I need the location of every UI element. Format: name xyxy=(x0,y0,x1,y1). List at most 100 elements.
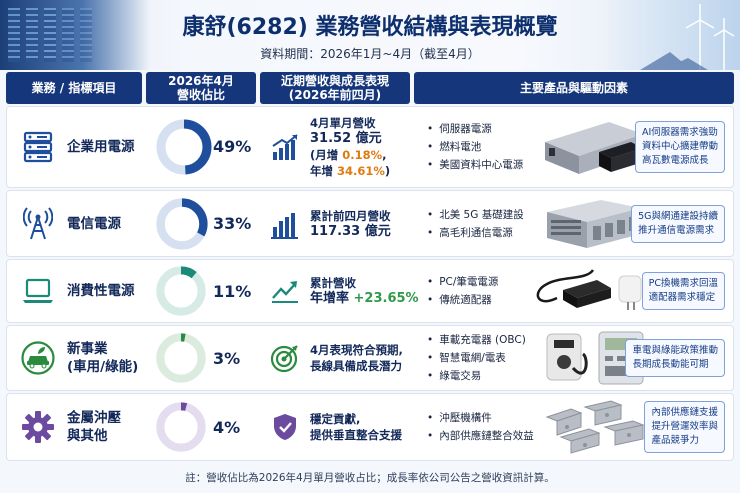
business-name: 新事業 (車用/綠能) xyxy=(67,341,139,375)
column-header-label: 主要產品與驅動因素 xyxy=(519,81,628,95)
perf-yoy: 年增 34.61%) xyxy=(310,164,391,178)
datacenter-background xyxy=(0,0,150,70)
footnote: 註：營收佔比為2026年4月單月營收占比；成長率依公司公告之營收資訊計算。 xyxy=(185,472,555,484)
metal-parts-image xyxy=(545,400,645,454)
business-name-cell: 消費性電源 xyxy=(7,260,147,322)
share-percent: 33% xyxy=(213,214,252,233)
wind-turbine-background xyxy=(600,0,740,70)
performance-cell: 穩定貢獻, 提供垂直整合支援 xyxy=(270,394,420,460)
note-line: 資料中心擴建帶動 xyxy=(641,141,718,152)
list-item: 內部供應鏈整合效益 xyxy=(427,427,537,445)
perf-growth: 年增率 +23.65% xyxy=(310,291,419,306)
list-item: 北美 5G 基礎建設 xyxy=(427,206,537,224)
note-line: 適配器需求穩定 xyxy=(648,292,716,303)
note-line: PC換機需求回溫 xyxy=(648,278,718,289)
performance-cell: 累計營收 年增率 +23.65% xyxy=(270,260,420,322)
driver-note: AI伺服器需求強勁 資料中心擴建帶動 高瓦數電源成長 xyxy=(634,121,725,173)
table-row-consumer: 消費性電源 11% 累計營收 年增率 +23.65% PC/筆電電源 傳統適配器… xyxy=(6,259,734,323)
business-name: 消費性電源 xyxy=(67,283,135,299)
business-name-cell: 金屬沖壓 與其他 xyxy=(7,394,147,460)
perf-line: 累計營收 xyxy=(310,276,356,290)
list-item: 燃料電池 xyxy=(427,138,537,156)
performance-cell: 4月表現符合預期, 長線具備成長潛力 xyxy=(270,326,420,390)
business-name-cell: 電信電源 xyxy=(7,191,147,256)
performance-cell: 累計前四月營收 117.33 億元 xyxy=(270,191,420,256)
note-line: 5G與網通建設持續 xyxy=(638,210,718,222)
list-item: 伺服器電源 xyxy=(427,120,537,138)
table-row-new-business: 新事業 (車用/綠能) 3% 4月表現符合預期, 長線具備成長潛力 車載充電器 … xyxy=(6,325,734,391)
perf-line: 4月表現符合預期, xyxy=(310,343,403,357)
driver-list: 北美 5G 基礎建設 高毛利通信電源 xyxy=(427,191,537,256)
server-rack-icon xyxy=(21,130,55,164)
business-name: 企業用電源 xyxy=(67,139,135,155)
column-header-business: 業務 / 指標項目 xyxy=(6,72,142,104)
note-line: 車電與綠能政策推動 xyxy=(632,345,718,356)
share-percent: 11% xyxy=(213,282,252,301)
adapter-image xyxy=(536,269,642,310)
perf-line: 累計前四月營收 xyxy=(310,208,391,223)
header-banner: 康舒(6282) 業務營收結構與表現概覽 資料期間：2026年1月~4月（截至4… xyxy=(0,0,740,70)
share-arc xyxy=(156,333,206,383)
server-psu-image xyxy=(545,122,643,174)
target-icon xyxy=(270,345,298,373)
driver-note: 內部供應鏈支援 提升營運效率與 產品競爭力 xyxy=(644,401,725,453)
list-item: 智慧電網/電表 xyxy=(427,349,537,367)
driver-list: 伺服器電源 燃料電池 美國資料中心電源 xyxy=(427,107,537,187)
list-item: 車載充電器 (OBC) xyxy=(427,331,537,349)
list-item: 傳統適配器 xyxy=(427,291,537,309)
page-subtitle: 資料期間：2026年1月~4月（截至4月） xyxy=(260,47,480,61)
perf-value: 31.52 億元 xyxy=(310,131,382,146)
perf-line: 穩定貢獻, xyxy=(310,412,361,426)
note-line: 長期成長動能可期 xyxy=(632,359,709,370)
table-row-enterprise: 企業用電源 49% 4月單月營收 31.52 億元 (月增 0.18%, 年增 … xyxy=(6,106,734,188)
driver-note: PC換機需求回溫 適配器需求穩定 xyxy=(641,272,725,310)
share-percent: 4% xyxy=(213,418,241,437)
note-line: 內部供應鏈支援 xyxy=(651,407,718,418)
share-donut xyxy=(156,197,208,250)
perf-value: 117.33 億元 xyxy=(310,223,391,239)
business-name-cell: 企業用電源 xyxy=(7,107,147,187)
list-item: 沖壓機構件 xyxy=(427,409,537,427)
laptop-icon xyxy=(21,274,55,308)
business-name: 金屬沖壓 與其他 xyxy=(67,410,121,444)
perf-line: 4月單月營收 xyxy=(310,116,376,130)
column-header-performance: 近期營收與成長表現 (2026年前四月) xyxy=(260,72,410,104)
share-donut xyxy=(156,266,206,316)
share-donut xyxy=(156,333,206,383)
business-name: 電信電源 xyxy=(67,215,121,232)
list-item: 高毛利通信電源 xyxy=(427,224,537,242)
bar-chart-up-icon xyxy=(272,134,298,160)
note-line: 產品競爭力 xyxy=(651,435,699,446)
page-title: 康舒(6282) 業務營收結構與表現概覽 xyxy=(182,15,558,40)
share-donut xyxy=(156,119,212,175)
business-name-cell: 新事業 (車用/綠能) xyxy=(7,326,147,390)
perf-mom: (月增 0.18%, xyxy=(310,148,387,162)
column-header-drivers: 主要產品與驅動因素 xyxy=(414,72,734,104)
driver-note: 車電與綠能政策推動 長期成長動能可期 xyxy=(625,339,725,377)
column-header-label: 業務 / 指標項目 xyxy=(31,81,117,95)
trend-up-icon xyxy=(272,281,298,303)
share-percent: 49% xyxy=(213,137,252,156)
gear-icon xyxy=(21,410,55,444)
table-row-telecom: 電信電源 33% 累計前四月營收 117.33 億元 北美 5G 基礎建設 高毛… xyxy=(6,190,734,257)
shield-check-icon xyxy=(274,414,296,440)
share-donut xyxy=(156,402,206,452)
column-header-label: 近期營收與成長表現 (2026年前四月) xyxy=(280,74,389,102)
perf-line: 提供垂直整合支援 xyxy=(310,428,402,442)
share-arc xyxy=(156,119,212,175)
column-header-label: 2026年4月 營收佔比 xyxy=(168,74,234,102)
driver-note: 5G與網通建設持續 推升通信電源需求 xyxy=(631,204,725,243)
perf-line: 長線具備成長潛力 xyxy=(310,359,402,373)
list-item: PC/筆電電源 xyxy=(427,273,537,291)
note-line: 推升通信電源需求 xyxy=(638,224,715,236)
note-line: 高瓦數電源成長 xyxy=(641,155,709,166)
driver-list: 沖壓機構件 內部供應鏈整合效益 xyxy=(427,394,537,460)
performance-cell: 4月單月營收 31.52 億元 (月增 0.18%, 年增 34.61%) xyxy=(270,107,420,187)
note-line: AI伺服器需求強勁 xyxy=(641,127,718,138)
note-line: 提升營運效率與 xyxy=(651,421,718,432)
antenna-tower-icon xyxy=(21,206,55,241)
column-header-share: 2026年4月 營收佔比 xyxy=(146,72,256,104)
eco-car-icon xyxy=(21,341,55,375)
list-item: 美國資料中心電源 xyxy=(427,156,537,174)
list-item: 綠電交易 xyxy=(427,367,537,385)
